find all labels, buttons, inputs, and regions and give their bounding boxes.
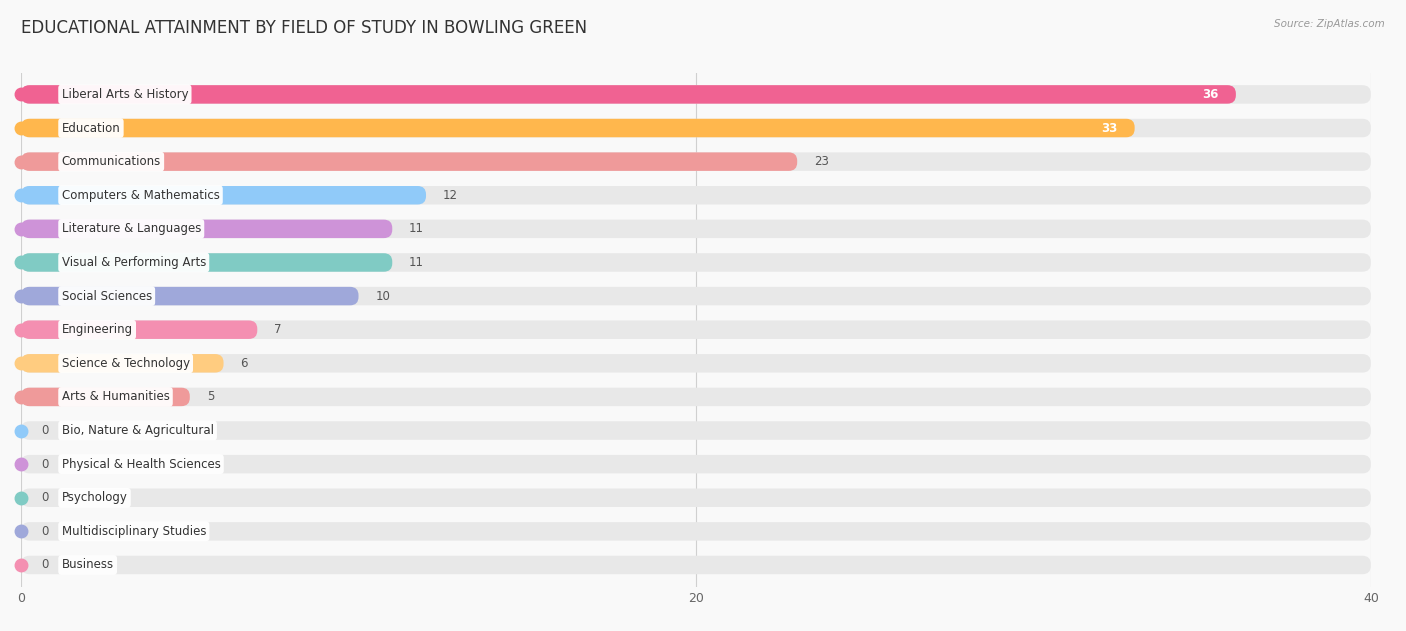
FancyBboxPatch shape [21, 321, 257, 339]
Text: Bio, Nature & Agricultural: Bio, Nature & Agricultural [62, 424, 214, 437]
Text: Arts & Humanities: Arts & Humanities [62, 391, 170, 403]
FancyBboxPatch shape [21, 253, 392, 272]
Text: Visual & Performing Arts: Visual & Performing Arts [62, 256, 205, 269]
Text: Engineering: Engineering [62, 323, 132, 336]
Text: 11: 11 [409, 256, 425, 269]
Text: 36: 36 [1202, 88, 1219, 101]
FancyBboxPatch shape [21, 321, 1371, 339]
FancyBboxPatch shape [21, 153, 1371, 171]
Text: Liberal Arts & History: Liberal Arts & History [62, 88, 188, 101]
Text: 10: 10 [375, 290, 391, 303]
Text: 0: 0 [41, 424, 49, 437]
FancyBboxPatch shape [21, 220, 392, 238]
Text: Computers & Mathematics: Computers & Mathematics [62, 189, 219, 202]
FancyBboxPatch shape [21, 186, 426, 204]
FancyBboxPatch shape [21, 85, 1236, 103]
Text: 6: 6 [240, 357, 247, 370]
FancyBboxPatch shape [21, 556, 1371, 574]
Text: 0: 0 [41, 558, 49, 572]
FancyBboxPatch shape [21, 422, 1371, 440]
Text: Business: Business [62, 558, 114, 572]
Text: Psychology: Psychology [62, 492, 128, 504]
FancyBboxPatch shape [21, 119, 1135, 138]
FancyBboxPatch shape [21, 85, 1371, 103]
Text: 12: 12 [443, 189, 458, 202]
Text: EDUCATIONAL ATTAINMENT BY FIELD OF STUDY IN BOWLING GREEN: EDUCATIONAL ATTAINMENT BY FIELD OF STUDY… [21, 19, 588, 37]
FancyBboxPatch shape [21, 354, 224, 372]
Text: 5: 5 [207, 391, 214, 403]
FancyBboxPatch shape [21, 153, 797, 171]
FancyBboxPatch shape [21, 253, 1371, 272]
Text: Source: ZipAtlas.com: Source: ZipAtlas.com [1274, 19, 1385, 29]
Text: Communications: Communications [62, 155, 160, 168]
Text: Education: Education [62, 122, 121, 134]
FancyBboxPatch shape [21, 354, 1371, 372]
Text: 11: 11 [409, 222, 425, 235]
Text: Literature & Languages: Literature & Languages [62, 222, 201, 235]
FancyBboxPatch shape [21, 488, 1371, 507]
FancyBboxPatch shape [21, 186, 1371, 204]
Text: Science & Technology: Science & Technology [62, 357, 190, 370]
Text: 23: 23 [814, 155, 830, 168]
FancyBboxPatch shape [21, 287, 1371, 305]
Text: Multidisciplinary Studies: Multidisciplinary Studies [62, 525, 207, 538]
Text: Social Sciences: Social Sciences [62, 290, 152, 303]
FancyBboxPatch shape [21, 387, 1371, 406]
FancyBboxPatch shape [21, 455, 1371, 473]
FancyBboxPatch shape [21, 387, 190, 406]
FancyBboxPatch shape [21, 220, 1371, 238]
Text: 33: 33 [1101, 122, 1118, 134]
FancyBboxPatch shape [21, 287, 359, 305]
FancyBboxPatch shape [21, 522, 1371, 541]
Text: 0: 0 [41, 492, 49, 504]
Text: 0: 0 [41, 457, 49, 471]
Text: 0: 0 [41, 525, 49, 538]
FancyBboxPatch shape [21, 119, 1371, 138]
Text: 7: 7 [274, 323, 281, 336]
Text: Physical & Health Sciences: Physical & Health Sciences [62, 457, 221, 471]
